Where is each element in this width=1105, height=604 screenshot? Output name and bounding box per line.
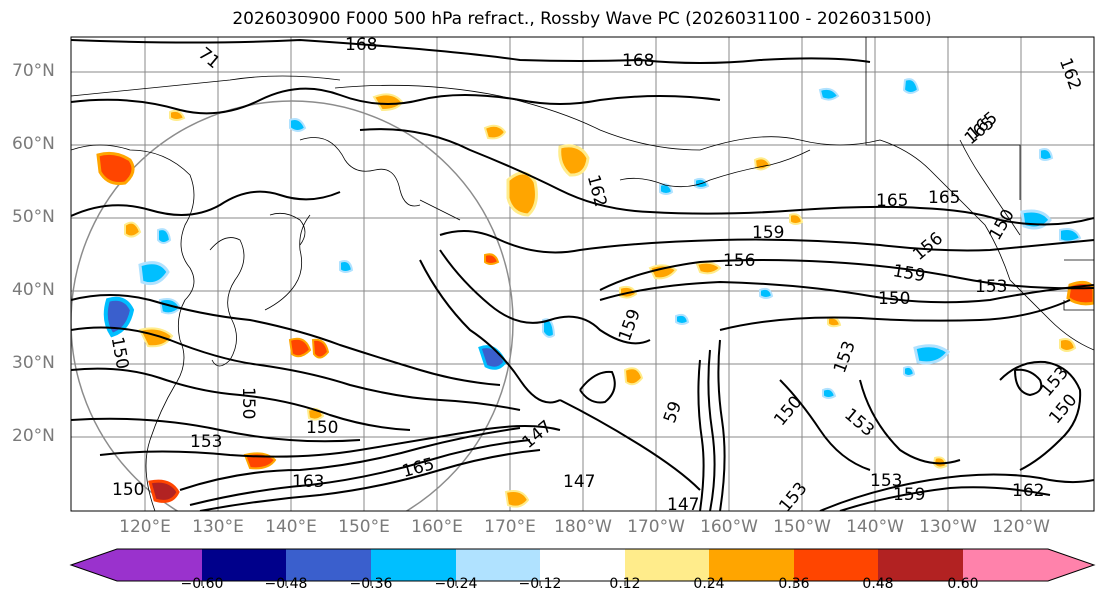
lon-label: 170°W (627, 517, 685, 537)
lat-label-30n: 30°N (12, 353, 55, 373)
colorbar-tick-label: 0.36 (778, 576, 810, 592)
contour-label: 153 (975, 277, 1007, 297)
colorbar-segment (794, 549, 878, 581)
colorbar-tick-label: −0.36 (349, 576, 393, 592)
lon-label: 140°E (265, 517, 317, 537)
contour-label: 159 (893, 485, 925, 505)
coastlines (71, 37, 1094, 511)
contour-label: 153 (190, 432, 222, 452)
contour-label: 150 (878, 289, 910, 309)
colorbar-segment (963, 549, 1048, 581)
lon-label: 130°E (192, 517, 244, 537)
colorbar-segment (709, 549, 794, 581)
contour-label: 168 (345, 35, 377, 55)
colorbar-segment (540, 549, 625, 581)
contour-label: 150 (306, 418, 338, 438)
lon-label: 150°W (773, 517, 831, 537)
colorbar-segment (286, 549, 371, 581)
lat-label-60n: 60°N (12, 134, 55, 154)
colorbar-segment (1048, 549, 1094, 581)
contour-label: 168 (622, 51, 654, 71)
contour-label: 165 (876, 191, 908, 211)
lon-label: 140°W (846, 517, 904, 537)
lon-label: 160°E (411, 517, 463, 537)
colorbar-tick-label: 0.48 (862, 576, 894, 592)
colorbar-segment (878, 549, 963, 581)
contour-label: 147 (563, 472, 595, 492)
contour-label: 163 (292, 472, 324, 492)
colorbar-tick-label: 0.24 (693, 576, 725, 592)
contour-label: 153 (870, 471, 902, 491)
colorbar-tick-label: −0.24 (434, 576, 478, 592)
colorbar-segment (202, 549, 286, 581)
colorbar-segment (625, 549, 709, 581)
contour-label: 150 (112, 480, 144, 500)
reference-circle (71, 100, 514, 511)
contour-label: 156 (723, 251, 755, 271)
colorbar-tick-label: 0.12 (609, 576, 641, 592)
lat-label-40n: 40°N (12, 280, 55, 300)
lon-label: 120°W (992, 517, 1050, 537)
contour-label: 162 (1012, 481, 1044, 501)
colorbar-outline (69, 548, 1096, 582)
contour-label: 165 (928, 188, 960, 208)
contour-label: 150 (238, 387, 258, 419)
lat-label-20n: 20°N (12, 426, 55, 446)
lon-label: 160°W (700, 517, 758, 537)
colorbar-tick-label: −0.12 (518, 576, 562, 592)
lon-label: 180°W (554, 517, 612, 537)
colorbar (69, 548, 1096, 586)
colorbar-tick-label: 0.60 (947, 576, 979, 592)
height-contours (71, 38, 1094, 511)
contour-label: 147 (667, 495, 699, 515)
map-title: 2026030900 F000 500 hPa refract., Rossby… (232, 9, 932, 29)
contour-label: 159 (752, 223, 784, 243)
lat-label-50n: 50°N (12, 207, 55, 227)
lon-label: 150°E (338, 517, 390, 537)
colorbar-segment (117, 549, 202, 581)
colorbar-segment (71, 549, 117, 581)
refractivity-shading (96, 78, 1094, 508)
lat-label-70n: 70°N (12, 61, 55, 81)
colorbar-segment (371, 549, 456, 581)
colorbar-tick-label: −0.48 (264, 576, 308, 592)
lon-label: 120°E (119, 517, 171, 537)
colorbar-tick-label: −0.60 (180, 576, 224, 592)
lon-label: 170°E (484, 517, 536, 537)
lon-label: 130°W (919, 517, 977, 537)
colorbar-segment (456, 549, 540, 581)
plot-frame (70, 36, 1095, 512)
